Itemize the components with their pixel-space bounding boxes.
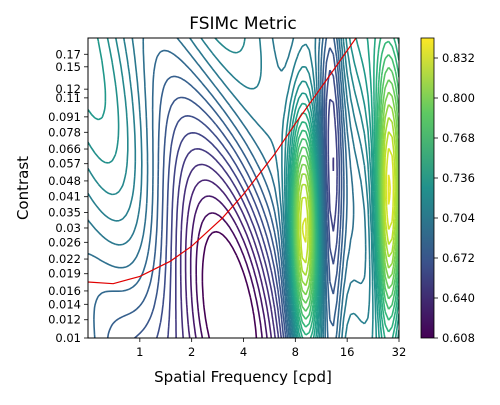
y-tick-label: 0.016 (48, 284, 81, 298)
contour-level-line (88, 38, 378, 338)
contour-level-line (387, 174, 391, 205)
colorbar-tick-label: 0.736 (442, 171, 475, 185)
contour-level-line (88, 38, 371, 338)
contour-level-line (201, 230, 258, 338)
colorbar-tick-label: 0.672 (442, 251, 475, 265)
y-tick-label: 0.17 (55, 47, 81, 61)
y-tick-label: 0.019 (48, 267, 81, 281)
threshold-curve-layer (88, 38, 357, 285)
contour-level-line (184, 179, 273, 338)
contour-level-line (88, 38, 374, 338)
y-tick-label: 0.012 (48, 313, 81, 327)
contour-level-line (189, 195, 268, 338)
contour-level-line (289, 38, 399, 338)
y-tick-label: 0.03 (55, 221, 81, 235)
contour-level-line (293, 66, 399, 312)
colorbar-tick-label: 0.608 (442, 331, 475, 345)
x-tick-label: 1 (136, 345, 143, 359)
contour-level-line (292, 54, 399, 320)
x-tick-label: 16 (340, 345, 355, 359)
contour-level-line (167, 98, 338, 338)
contour-level-line (290, 38, 399, 336)
contour-level-line (295, 91, 399, 296)
x-axis-ticks: 1 2 4 8 16 32 (136, 338, 406, 359)
y-tick-label: 0.057 (48, 157, 81, 171)
colorbar (421, 38, 434, 338)
contour-level-line (175, 148, 335, 338)
colorbar-ticks: 0.608 0.640 0.672 0.704 0.736 0.768 0.800 0.832 (434, 51, 475, 345)
contour-lines (88, 38, 399, 338)
y-tick-label: 0.15 (55, 60, 81, 74)
contour-level-line (296, 104, 399, 287)
x-tick-label: 32 (392, 345, 407, 359)
colorbar-tick-label: 0.832 (442, 51, 475, 65)
contour-level-line (88, 38, 399, 338)
y-tick-label: 0.014 (48, 297, 81, 311)
colorbar-tick-label: 0.768 (442, 131, 475, 145)
contour-level-line (291, 40, 399, 328)
y-tick-label: 0.048 (48, 174, 81, 188)
chart-title: FSIMc Metric (189, 14, 297, 34)
contour-level-line (88, 38, 367, 338)
colorbar-tick-label: 0.800 (442, 91, 475, 105)
y-tick-label: 0.035 (48, 206, 81, 220)
y-tick-label: 0.091 (48, 110, 81, 124)
x-tick-label: 8 (292, 345, 299, 359)
colorbar-tick-label: 0.704 (442, 211, 475, 225)
contour-level-line (93, 38, 348, 338)
y-tick-label: 0.066 (48, 142, 81, 156)
colorbar-frame (420, 37, 435, 339)
y-tick-label: 0.041 (48, 190, 81, 204)
y-tick-label: 0.11 (55, 91, 81, 105)
contour-level-line (299, 131, 396, 264)
y-axis-label: Contrast (14, 156, 32, 220)
contour-level-line (155, 69, 341, 338)
y-tick-label: 0.01 (55, 331, 81, 345)
y-tick-label: 0.078 (48, 125, 81, 139)
colorbar-tick-label: 0.640 (442, 291, 475, 305)
threshold-curve (88, 38, 357, 285)
contour-level-line (179, 163, 276, 338)
contour-level-line (88, 38, 355, 338)
y-tick-label: 0.12 (55, 82, 81, 96)
contour-level-line (134, 47, 343, 338)
contour-level-line (106, 38, 345, 338)
contour-level-line (301, 147, 395, 243)
x-tick-label: 4 (240, 345, 247, 359)
contour-level-line (298, 117, 398, 276)
x-axis-label: Spatial Frequency [cpd] (154, 368, 332, 386)
y-tick-label: 0.026 (48, 235, 81, 249)
y-axis-ticks: 0.010.0120.0140.0160.0190.0220.0260.030.… (48, 47, 88, 345)
y-tick-label: 0.022 (48, 252, 81, 266)
x-tick-label: 2 (188, 345, 195, 359)
